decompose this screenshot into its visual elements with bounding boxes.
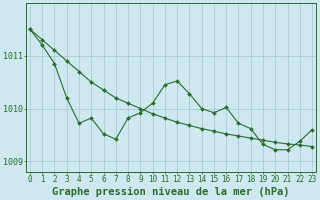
X-axis label: Graphe pression niveau de la mer (hPa): Graphe pression niveau de la mer (hPa): [52, 187, 290, 197]
